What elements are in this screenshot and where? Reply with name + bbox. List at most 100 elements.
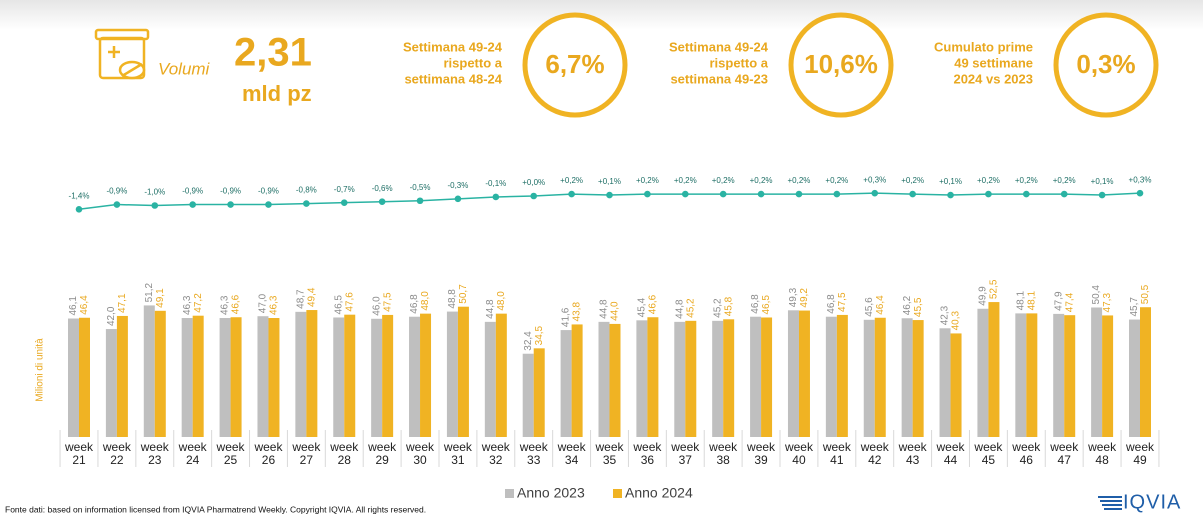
value-label: 46,6: [231, 294, 242, 314]
bar: [571, 324, 583, 437]
trend-label: -0,5%: [410, 183, 431, 192]
value-label: 50,5: [1140, 284, 1151, 304]
trend-point: [568, 190, 575, 198]
x-tick-label: week 22: [102, 440, 131, 467]
value-label: 46,3: [269, 295, 280, 315]
kpi-circle: [788, 12, 894, 118]
trend-label: -0,9%: [182, 187, 203, 196]
trend-point: [909, 190, 916, 198]
value-label: 47,1: [117, 293, 128, 313]
x-tick-label: week 44: [936, 440, 965, 467]
trend-label: +0,3%: [863, 175, 886, 184]
kpi-text: rispetto a: [709, 55, 768, 70]
legend-label: Anno 2024: [625, 485, 693, 501]
kpi-value: 10,6%: [804, 49, 878, 79]
bar: [798, 310, 810, 437]
value-label: 44,8: [599, 299, 610, 319]
value-label: 45,2: [712, 298, 723, 318]
trend-label: +0,2%: [901, 176, 924, 185]
trend-point: [265, 201, 272, 208]
trend-label: +0,2%: [674, 176, 697, 185]
value-label: 47,0: [258, 293, 269, 313]
bar: [712, 320, 724, 437]
bar: [939, 328, 951, 437]
volume-value: 2,31: [234, 31, 312, 75]
trend-point: [833, 190, 841, 198]
trend-point: [340, 199, 348, 206]
trend-label: +0,1%: [939, 177, 962, 186]
bar: [143, 305, 155, 437]
bar: [874, 317, 886, 437]
value-label: 46,6: [648, 294, 659, 314]
bar: [1026, 313, 1038, 437]
value-label: 44,0: [610, 301, 621, 321]
value-label: 44,8: [485, 299, 496, 319]
trend-point: [151, 202, 159, 209]
trend-label: -0,9%: [106, 187, 127, 196]
bar: [533, 348, 545, 437]
trend-label: +0,2%: [825, 176, 848, 185]
x-tick-label: week 41: [822, 440, 851, 467]
kpi-value: 6,7%: [545, 49, 604, 79]
value-label: 49,1: [155, 288, 166, 308]
bar: [647, 317, 659, 437]
value-label: 46,0: [371, 296, 382, 316]
x-tick-label: week 38: [709, 440, 738, 467]
value-label: 45,2: [685, 298, 696, 318]
bar: [154, 310, 166, 437]
trend-point: [1136, 189, 1144, 197]
value-label: 40,3: [951, 311, 962, 331]
bar: [495, 313, 507, 437]
x-tick-label: week 21: [64, 440, 93, 467]
kpi-circle: [1053, 12, 1159, 118]
bar: [1140, 307, 1151, 437]
trend-point: [947, 191, 954, 199]
trend-label: +0,2%: [788, 176, 811, 185]
bar: [836, 314, 848, 437]
value-label: 44,8: [674, 299, 685, 319]
bar: [825, 316, 837, 437]
value-label: 47,5: [382, 292, 393, 312]
kpi-text: 2024 vs 2023: [953, 71, 1033, 86]
trend-point: [985, 190, 992, 198]
bar: [761, 317, 773, 437]
logo: IQVIA: [1123, 491, 1181, 513]
kpi-text: rispetto a: [443, 55, 502, 70]
value-label: 49,3: [788, 287, 799, 307]
bar: [79, 317, 90, 437]
x-tick-label: week 24: [178, 440, 207, 467]
value-label: 47,4: [1064, 292, 1075, 312]
trend-label: +0,2%: [1015, 176, 1038, 185]
logo-mark: [1098, 496, 1122, 510]
bar: [609, 323, 621, 437]
trend-label: -0,3%: [447, 181, 468, 190]
trend-point: [644, 190, 651, 198]
x-tick-label: week 32: [481, 440, 510, 467]
value-label: 45,4: [637, 297, 648, 317]
bar: [522, 353, 534, 437]
trend-point: [416, 197, 424, 205]
bar: [1053, 313, 1065, 437]
bar: [371, 318, 383, 437]
value-label: 50,7: [458, 284, 469, 304]
bar: [116, 315, 128, 437]
value-label: 43,8: [572, 302, 583, 322]
trend-label: +0,1%: [1091, 177, 1114, 186]
value-label: 52,5: [989, 279, 1000, 299]
bar: [257, 316, 269, 437]
value-label: 46,5: [761, 295, 772, 315]
kpi-text: 49 settimane: [954, 55, 1033, 70]
trend-label: -1,4%: [69, 191, 90, 200]
value-label: 46,5: [333, 295, 344, 315]
bar: [192, 315, 204, 437]
kpi-text: Cumulato prime: [934, 39, 1033, 54]
value-label: 46,4: [79, 295, 90, 315]
bar: [219, 318, 231, 437]
bar: [723, 319, 735, 437]
trend-label: +0,2%: [1053, 176, 1076, 185]
trend-label: +0,1%: [598, 177, 621, 186]
trend-point: [454, 195, 462, 203]
bar: [685, 320, 697, 437]
